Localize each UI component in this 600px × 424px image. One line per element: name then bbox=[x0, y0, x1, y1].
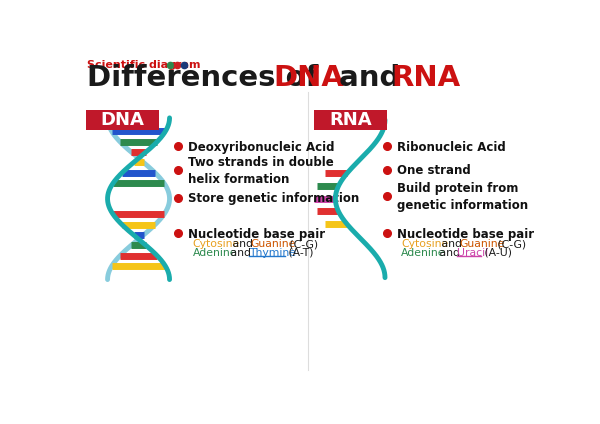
Text: Uracil: Uracil bbox=[457, 248, 488, 258]
Text: and: and bbox=[227, 248, 255, 258]
Text: Ribonucleic Acid: Ribonucleic Acid bbox=[397, 141, 505, 153]
Text: Adenine: Adenine bbox=[193, 248, 238, 258]
Text: Deoxyribonucleic Acid: Deoxyribonucleic Acid bbox=[188, 141, 335, 153]
Text: Store genetic information: Store genetic information bbox=[188, 192, 359, 205]
Text: RNA: RNA bbox=[392, 64, 461, 92]
Text: and: and bbox=[436, 248, 463, 258]
Text: Cytosine: Cytosine bbox=[193, 239, 240, 249]
Text: Scientific diagram: Scientific diagram bbox=[86, 60, 200, 70]
Bar bbox=[86, 110, 160, 130]
Text: Guanine: Guanine bbox=[251, 239, 296, 249]
Text: and: and bbox=[229, 239, 257, 249]
Text: One strand: One strand bbox=[397, 165, 470, 178]
Text: RNA: RNA bbox=[329, 111, 372, 129]
Text: (A-U): (A-U) bbox=[481, 248, 512, 258]
Text: Thymine: Thymine bbox=[248, 248, 296, 258]
Text: (A-T): (A-T) bbox=[285, 248, 314, 258]
Text: (C-G): (C-G) bbox=[494, 239, 526, 249]
Text: Two strands in double
helix formation: Two strands in double helix formation bbox=[188, 156, 334, 186]
Text: (C-G): (C-G) bbox=[286, 239, 318, 249]
Text: Guanine: Guanine bbox=[459, 239, 505, 249]
Text: Nucleotide base pair: Nucleotide base pair bbox=[397, 228, 534, 241]
Text: DNA: DNA bbox=[101, 111, 145, 129]
Text: DNA: DNA bbox=[274, 64, 344, 92]
Text: Differences of: Differences of bbox=[86, 64, 328, 92]
Text: Cytosine: Cytosine bbox=[401, 239, 449, 249]
Bar bbox=[314, 110, 388, 130]
Text: and: and bbox=[438, 239, 466, 249]
Text: Build protein from
genetic information: Build protein from genetic information bbox=[397, 182, 528, 212]
Text: Adenine: Adenine bbox=[401, 248, 446, 258]
Text: Nucleotide base pair: Nucleotide base pair bbox=[188, 228, 325, 241]
Text: and: and bbox=[329, 64, 410, 92]
